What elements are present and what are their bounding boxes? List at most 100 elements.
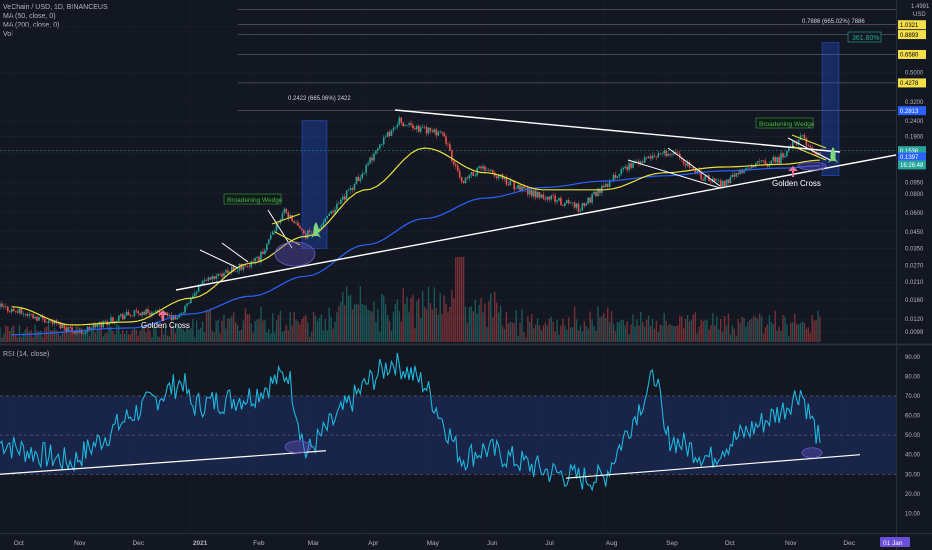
candle-body — [242, 265, 245, 270]
candle-body — [778, 157, 780, 164]
candle-body — [801, 135, 804, 136]
candle-body — [16, 311, 19, 313]
candle-body — [671, 154, 673, 155]
candle-body — [770, 160, 773, 165]
volume-bar — [807, 327, 810, 342]
volume-bar — [698, 326, 700, 342]
volume-bar — [819, 316, 821, 342]
candle-body — [614, 174, 617, 178]
vol-legend[interactable]: Vol — [3, 31, 13, 38]
time-tick-label: Jun — [487, 540, 498, 547]
candle-body — [745, 168, 747, 170]
candle-body — [573, 202, 576, 208]
volume-bar — [412, 295, 414, 342]
symbol-title[interactable]: VeChain / USD, 1D, BINANCEUS — [3, 4, 108, 11]
rocket-icon — [828, 147, 838, 163]
candle-body — [445, 136, 447, 144]
volume-bar — [612, 323, 615, 342]
candle-body — [427, 127, 430, 134]
candle-body — [772, 156, 775, 161]
volume-bar — [336, 312, 338, 342]
candle-body — [205, 279, 208, 281]
volume-bar — [636, 319, 638, 342]
volume-bar — [751, 318, 753, 342]
candle-body — [297, 222, 299, 227]
candle-body — [491, 170, 494, 173]
candle-body — [267, 239, 270, 244]
candle-body — [351, 188, 354, 190]
rsi-pane — [0, 352, 896, 492]
volume-bar — [418, 298, 420, 342]
candle-body — [593, 191, 595, 194]
volume-bar — [83, 329, 85, 342]
volume-bar — [303, 316, 305, 342]
volume-bar — [120, 333, 122, 342]
candle-body — [661, 153, 664, 154]
volume-bar — [24, 329, 27, 342]
volume-bar — [359, 286, 362, 342]
volume-bar — [49, 330, 52, 342]
volume-bar — [453, 297, 455, 342]
candle-body — [597, 188, 599, 197]
volume-bar — [100, 325, 102, 342]
volume-bar — [369, 310, 371, 342]
volume-bar — [10, 327, 13, 342]
candle-body — [291, 215, 293, 222]
wedge-line — [787, 137, 831, 161]
candle-body — [552, 195, 554, 196]
volume-bar — [449, 306, 451, 342]
volume-bar — [57, 333, 60, 342]
volume-bar — [59, 335, 62, 342]
candle-body — [250, 261, 253, 267]
candle-body — [788, 146, 790, 151]
candle-body — [460, 176, 463, 182]
rsi-legend[interactable]: RSI (14, close) — [3, 351, 50, 358]
volume-bar — [480, 297, 482, 342]
volume-bar — [776, 330, 778, 342]
candle-body — [281, 213, 284, 220]
volume-bars — [0, 257, 821, 342]
candle-body — [480, 166, 482, 169]
candle-body — [254, 258, 256, 262]
volume-bar — [122, 329, 124, 342]
ma200-line — [11, 165, 820, 336]
volume-bar — [488, 301, 490, 342]
candle-body — [334, 209, 336, 213]
volume-bar — [7, 326, 9, 342]
candle-body — [143, 311, 145, 315]
volume-bar — [813, 320, 815, 342]
candle-body — [49, 320, 52, 321]
candle-body — [213, 276, 216, 279]
volume-bar — [797, 324, 800, 342]
volume-bar — [110, 326, 112, 342]
ma50-legend[interactable]: MA (50, close, 0) — [3, 13, 56, 20]
candle-body — [190, 298, 192, 303]
candle-body — [575, 203, 578, 208]
candle-body — [667, 153, 669, 156]
volume-bar — [548, 318, 550, 342]
resistance-trendline — [394, 109, 841, 153]
candle-body — [636, 161, 638, 162]
volume-bar — [307, 322, 309, 342]
candle-body — [527, 187, 529, 195]
candle-body — [542, 194, 545, 199]
volume-bar — [649, 325, 652, 342]
candle-body — [373, 153, 375, 161]
arrow-up-icon — [158, 310, 168, 321]
candle-body — [729, 177, 732, 184]
candle-body — [675, 152, 677, 154]
candle-body — [371, 157, 373, 161]
time-tick-label: May — [427, 540, 440, 547]
candle-body — [462, 181, 465, 183]
volume-bar — [626, 321, 628, 342]
candle-body — [521, 186, 523, 191]
candle-body — [585, 203, 588, 206]
candle-body — [567, 200, 570, 204]
ma200-legend[interactable]: MA (200, close, 0) — [3, 22, 60, 29]
rsi-tick-label: 90.00 — [905, 355, 921, 361]
volume-bar — [215, 320, 217, 342]
volume-bar — [61, 332, 64, 342]
candle-body — [618, 174, 621, 177]
volume-bar — [499, 305, 502, 342]
